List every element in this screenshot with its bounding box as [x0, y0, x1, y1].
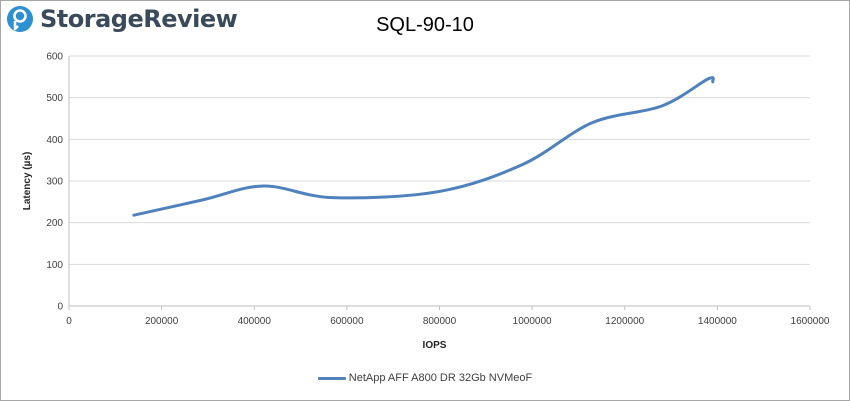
x-tick-label: 600000 [330, 316, 364, 327]
y-tick-label: 500 [46, 93, 63, 104]
x-tick-label: 1000000 [513, 316, 552, 327]
storagereview-logo-icon [7, 6, 33, 32]
y-tick-label: 0 [57, 302, 63, 313]
x-tick-label: 400000 [238, 316, 272, 327]
y-tick-label: 300 [46, 177, 63, 188]
x-tick-label: 200000 [145, 316, 179, 327]
x-axis-title: IOPS [423, 340, 447, 351]
x-tick-label: 1600000 [791, 316, 830, 327]
y-tick-label: 600 [46, 52, 63, 63]
y-tick-label: 100 [46, 260, 63, 271]
y-axis-title: Latency (µs) [22, 152, 33, 211]
x-tick-label: 0 [66, 316, 72, 327]
chart-legend: NetApp AFF A800 DR 32Gb NVMeoF [0, 372, 850, 384]
x-tick-label: 1200000 [605, 316, 644, 327]
chart-title: SQL-90-10 [376, 14, 474, 36]
legend-swatch [317, 376, 346, 380]
x-tick-label: 1400000 [698, 316, 737, 327]
brand-name: StorageReview [40, 5, 238, 33]
series-line [132, 76, 715, 217]
x-tick-label: 800000 [423, 316, 457, 327]
legend-label: NetApp AFF A800 DR 32Gb NVMeoF [348, 372, 533, 384]
storagereview-logo: StorageReview [6, 5, 238, 33]
y-tick-label: 400 [46, 135, 63, 146]
y-tick-label: 200 [46, 218, 63, 229]
